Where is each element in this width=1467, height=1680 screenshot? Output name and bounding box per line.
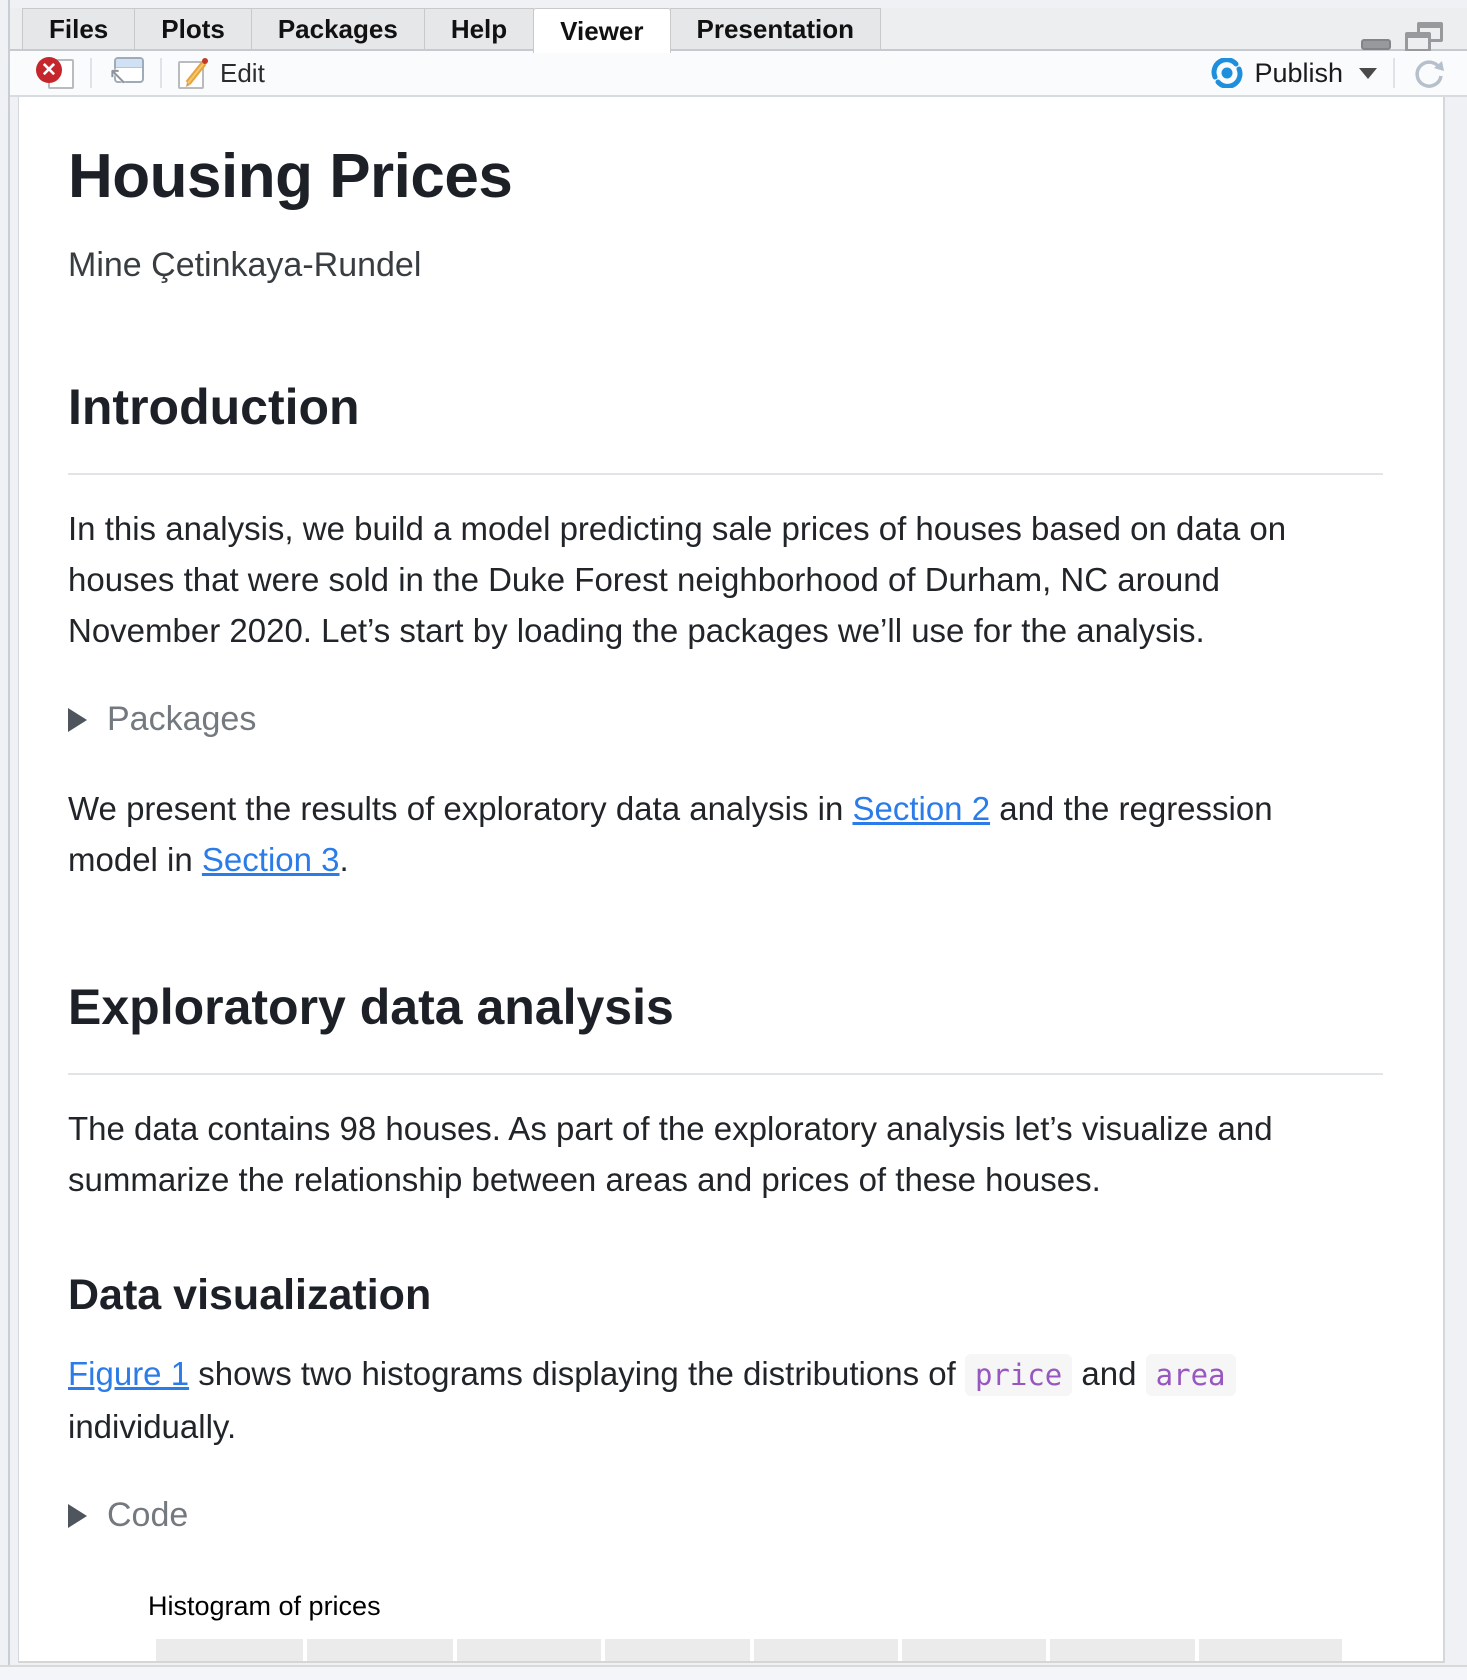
tab-label: Help <box>450 13 508 44</box>
viewer-pane-tabstrip: Files Plots Packages Help Viewer Present… <box>10 8 1467 53</box>
publish-button[interactable]: Publish <box>1210 58 1377 89</box>
gridline <box>750 1639 754 1661</box>
figure-1-link[interactable]: Figure 1 <box>68 1355 190 1393</box>
packages-disclosure-label: Packages <box>107 700 257 739</box>
gridline <box>601 1639 605 1661</box>
intro-paragraph: In this analysis, we build a model predi… <box>68 510 1287 650</box>
tab-presentation[interactable]: Presentation <box>669 8 882 49</box>
author: Mine Çetinkaya-Rundel <box>68 246 422 285</box>
gridline <box>453 1639 457 1661</box>
open-in-new-window-icon: ↖ <box>108 57 144 89</box>
restore-windows-icon[interactable] <box>1405 22 1443 52</box>
figure-1-histogram: Histogram of prices <box>148 1591 1383 1661</box>
pencil-icon <box>178 57 210 89</box>
tab-label: Viewer <box>560 15 644 46</box>
inline-code-area: area <box>1145 1354 1236 1397</box>
edit-button[interactable]: Edit <box>178 57 265 89</box>
inline-code-price: price <box>964 1354 1073 1397</box>
histogram-plot-panel <box>156 1639 1342 1661</box>
tabstrip-spacer <box>10 8 22 49</box>
section-3-link[interactable]: Section 3 <box>201 841 340 879</box>
toolbar-separator <box>90 58 92 88</box>
text-run: . <box>339 841 349 879</box>
chart-title: Histogram of prices <box>148 1591 381 1622</box>
clear-viewer-icon: ✕ <box>36 55 74 91</box>
section-2-link[interactable]: Section 2 <box>852 790 991 828</box>
gridline <box>1046 1639 1050 1661</box>
toolbar-separator <box>160 58 162 88</box>
chevron-right-icon <box>68 1503 87 1528</box>
code-disclosure-label: Code <box>107 1496 189 1535</box>
code-disclosure[interactable]: Code <box>68 1496 1383 1535</box>
publish-button-label: Publish <box>1254 57 1343 88</box>
toolbar-separator <box>1393 58 1395 88</box>
minimize-icon[interactable] <box>1361 38 1391 50</box>
clear-viewer-button[interactable]: ✕ <box>36 55 74 91</box>
packages-disclosure[interactable]: Packages <box>68 700 1383 739</box>
sections-paragraph: We present the results of exploratory da… <box>68 783 1306 885</box>
tab-plots[interactable]: Plots <box>134 8 252 49</box>
subsection-heading-data-visualization: Data visualization <box>68 1271 432 1320</box>
refresh-button[interactable] <box>1411 55 1447 91</box>
text-run: individually. <box>68 1408 237 1446</box>
rendered-document: Housing Prices Mine Çetinkaya-Rundel Int… <box>19 97 1443 1661</box>
tab-viewer[interactable]: Viewer <box>533 8 671 53</box>
gridline <box>1195 1639 1199 1661</box>
restore-front-window <box>1405 32 1431 52</box>
publish-icon <box>1211 58 1243 88</box>
gridline <box>303 1639 307 1661</box>
pane-window-controls <box>1361 22 1443 52</box>
figure-reference-paragraph: Figure 1 shows two histograms displaying… <box>68 1348 1306 1452</box>
section-heading-eda: Exploratory data analysis <box>68 977 1383 1076</box>
tab-label: Files <box>49 13 109 44</box>
tab-label: Presentation <box>696 13 855 44</box>
eda-paragraph: The data contains 98 houses. As part of … <box>68 1110 1273 1199</box>
tab-files[interactable]: Files <box>22 8 136 49</box>
edit-button-label: Edit <box>220 57 265 88</box>
gridline <box>898 1639 902 1661</box>
section-heading-introduction: Introduction <box>68 377 1383 476</box>
viewer-toolbar: ✕ ↖ Edit Publish <box>10 51 1467 97</box>
tab-label: Plots <box>161 13 225 44</box>
dropdown-caret-icon <box>1359 67 1377 79</box>
page-title: Housing Prices <box>68 142 513 211</box>
open-in-new-window-button[interactable]: ↖ <box>108 57 144 89</box>
pane-divider <box>8 0 10 1680</box>
text-run: shows two histograms displaying the dist… <box>189 1355 965 1393</box>
text-run: and the regression model in <box>68 790 1273 879</box>
viewer-content-frame[interactable]: Housing Prices Mine Çetinkaya-Rundel Int… <box>18 97 1445 1663</box>
chevron-right-icon <box>68 707 87 732</box>
pane-bottom-edge <box>0 1665 1467 1680</box>
text-run: We present the results of exploratory da… <box>68 790 853 828</box>
refresh-icon <box>1415 60 1444 88</box>
tab-label: Packages <box>277 13 398 44</box>
tab-help[interactable]: Help <box>423 8 535 49</box>
tab-packages[interactable]: Packages <box>250 8 425 49</box>
text-run: and <box>1072 1355 1146 1393</box>
